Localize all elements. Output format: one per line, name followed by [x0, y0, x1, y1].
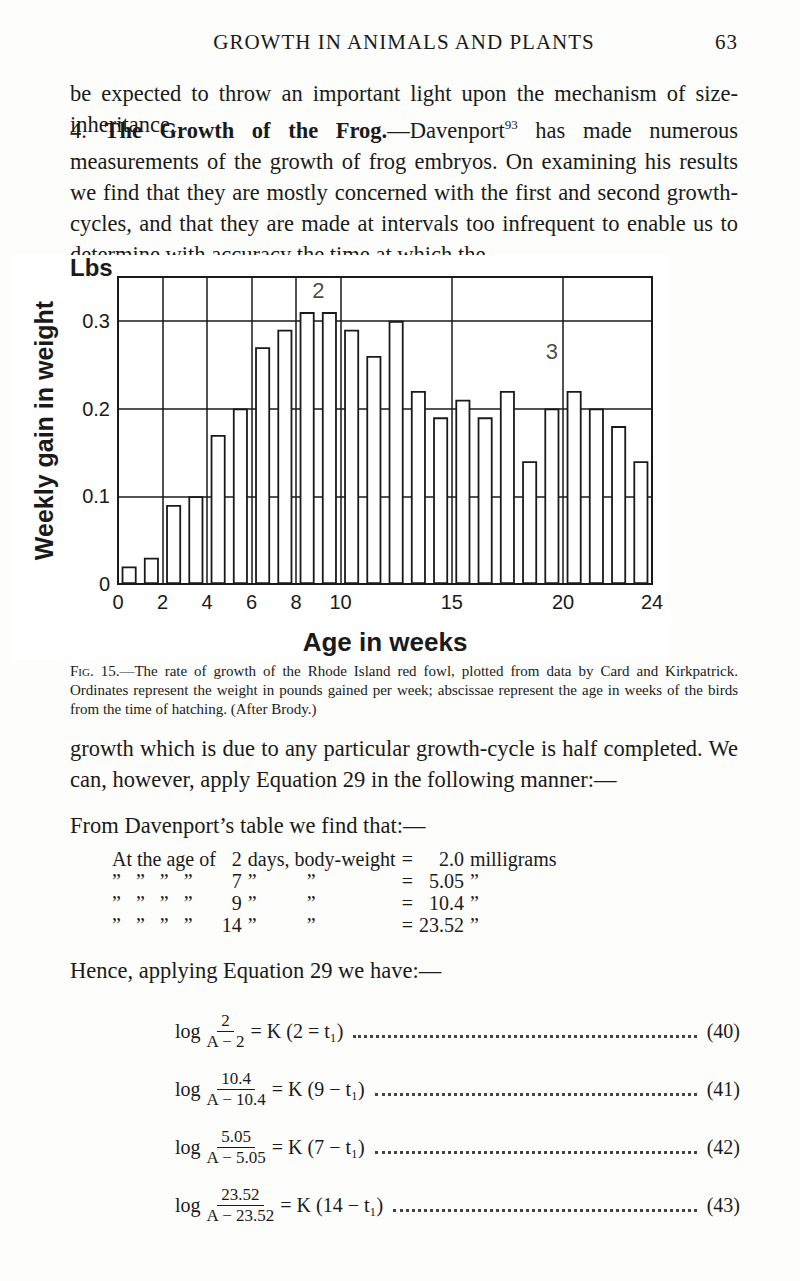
svg-text:20: 20 [552, 591, 574, 613]
svg-text:0.2: 0.2 [82, 398, 110, 420]
svg-text:2: 2 [157, 591, 168, 613]
svg-text:0: 0 [99, 573, 110, 595]
svg-text:Lbs: Lbs [70, 255, 113, 281]
svg-text:8: 8 [290, 591, 301, 613]
svg-text:3: 3 [546, 339, 558, 364]
svg-text:2: 2 [312, 278, 324, 303]
svg-text:15: 15 [441, 591, 463, 613]
svg-text:24: 24 [641, 591, 663, 613]
svg-text:Age in weeks: Age in weeks [303, 627, 468, 657]
svg-text:10: 10 [329, 591, 351, 613]
svg-text:0: 0 [112, 591, 123, 613]
svg-text:Weekly gain in weight: Weekly gain in weight [30, 300, 58, 560]
svg-text:6: 6 [246, 591, 257, 613]
svg-text:0.3: 0.3 [82, 310, 110, 332]
svg-text:0.1: 0.1 [82, 485, 110, 507]
svg-text:4: 4 [201, 591, 212, 613]
